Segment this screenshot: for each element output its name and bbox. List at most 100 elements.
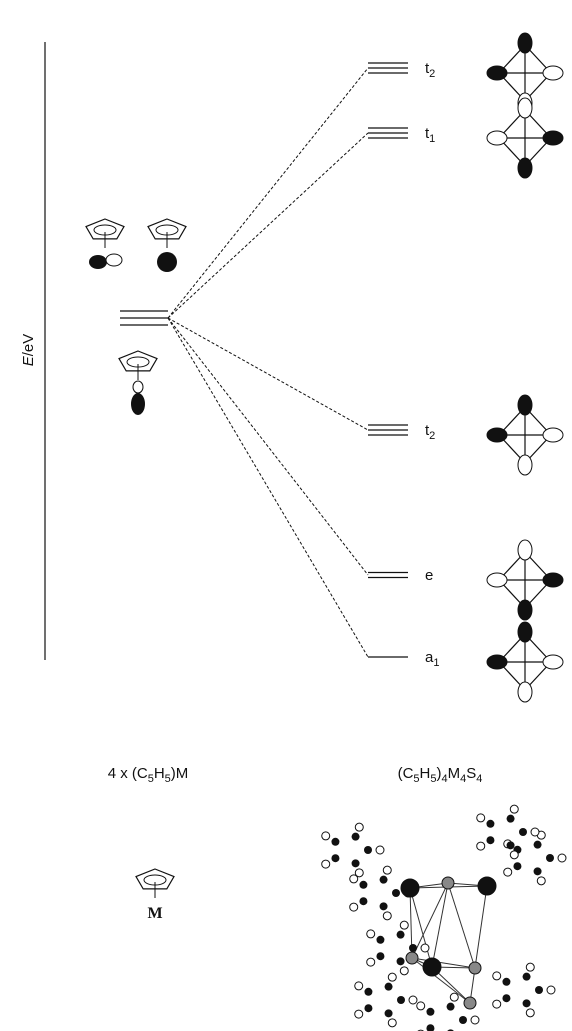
- cp-fragment-m: [136, 869, 174, 898]
- lobe: [487, 131, 507, 145]
- cp-fragment: [148, 219, 186, 272]
- lobe: [106, 254, 122, 266]
- hydrogen: [383, 912, 391, 920]
- hydrogen: [367, 958, 375, 966]
- hydrogen: [504, 868, 512, 876]
- lobe: [487, 573, 507, 587]
- carbon: [352, 859, 360, 867]
- lobe: [487, 66, 507, 80]
- carbon: [459, 1016, 467, 1024]
- lobe: [543, 573, 563, 587]
- lobe: [518, 600, 532, 620]
- axis-unit: /eV: [20, 334, 37, 357]
- hydrogen: [450, 993, 458, 1001]
- mo-level: t2: [168, 60, 435, 318]
- carbon: [426, 1008, 434, 1016]
- level-label: a1: [425, 649, 439, 669]
- level-subscript: 2: [429, 430, 435, 442]
- lobe: [518, 98, 532, 118]
- carbon: [359, 897, 367, 905]
- carbon: [385, 983, 393, 991]
- formula-text: M: [448, 765, 461, 782]
- carbon: [447, 1003, 455, 1011]
- carbon: [519, 828, 527, 836]
- lobe: [89, 255, 107, 269]
- hydrogen: [510, 851, 518, 859]
- lobe: [518, 540, 532, 560]
- formula-text: H: [154, 765, 165, 782]
- carbon: [535, 986, 543, 994]
- orbital-sketch: [487, 395, 563, 475]
- lobe: [543, 131, 563, 145]
- bond: [432, 883, 448, 967]
- carbon: [502, 994, 510, 1002]
- fragment-atom: M: [147, 905, 162, 922]
- lobe: [543, 428, 563, 442]
- mo-level: t2: [168, 318, 435, 442]
- hydrogen: [350, 875, 358, 883]
- correlation-line: [168, 68, 368, 318]
- carbon: [392, 889, 400, 897]
- hydrogen: [355, 823, 363, 831]
- hydrogen: [547, 986, 555, 994]
- orbital-sketch: [487, 540, 563, 620]
- carbon: [352, 833, 360, 841]
- hydrogen: [537, 877, 545, 885]
- hydrogen: [400, 921, 408, 929]
- hydrogen: [493, 972, 501, 980]
- hydrogen: [531, 828, 539, 836]
- lobe: [518, 455, 532, 475]
- carbon: [397, 931, 405, 939]
- lobe: [157, 252, 177, 272]
- hydrogen: [471, 1016, 479, 1024]
- level-label: t2: [425, 60, 435, 80]
- bond: [448, 883, 475, 968]
- hydrogen: [376, 846, 384, 854]
- cp-fragment: [86, 219, 124, 269]
- hydrogen: [388, 1019, 396, 1027]
- metal-sulfur: [478, 877, 496, 895]
- hydrogen: [355, 1010, 363, 1018]
- lobe: [518, 622, 532, 642]
- formula-text: (C: [398, 765, 414, 782]
- metal-sulfur: [469, 962, 481, 974]
- level-label: t1: [425, 125, 435, 145]
- carbon: [376, 952, 384, 960]
- lobe: [543, 66, 563, 80]
- carbon: [523, 999, 531, 1007]
- carbon: [409, 944, 417, 952]
- carbon: [426, 1024, 434, 1031]
- formula-text: H: [420, 765, 431, 782]
- metal-sulfur: [401, 879, 419, 897]
- hydrogen: [388, 973, 396, 981]
- hydrogen: [477, 814, 485, 822]
- lobe: [518, 158, 532, 178]
- carbon: [502, 978, 510, 986]
- correlation-line: [168, 318, 368, 430]
- hydrogen: [510, 805, 518, 813]
- carbon: [364, 1004, 372, 1012]
- cp-fragment: [119, 351, 157, 415]
- lobe: [518, 395, 532, 415]
- carbon: [546, 854, 554, 862]
- lobe: [487, 428, 507, 442]
- metal-sulfur: [442, 877, 454, 889]
- lobe: [487, 655, 507, 669]
- mo-diagram: E/eV 4 x (C5H5)M (C5H5)4M4S4 M t2t1t2ea1: [0, 0, 572, 1031]
- lobe: [518, 682, 532, 702]
- formula-text: )M: [171, 765, 189, 782]
- hydrogen: [526, 963, 534, 971]
- carbon: [507, 815, 515, 823]
- cluster-structure: [322, 805, 566, 1031]
- cluster-label: (C5H5)4M4S4: [398, 765, 483, 785]
- lobe: [133, 381, 143, 393]
- metal-sulfur: [423, 958, 441, 976]
- hydrogen: [421, 944, 429, 952]
- metal-sulfur: [406, 952, 418, 964]
- hydrogen: [350, 903, 358, 911]
- correlation-line: [168, 318, 368, 575]
- carbon: [486, 820, 494, 828]
- subscript: 4: [476, 773, 482, 785]
- metal-sulfur: [464, 997, 476, 1009]
- carbon: [486, 836, 494, 844]
